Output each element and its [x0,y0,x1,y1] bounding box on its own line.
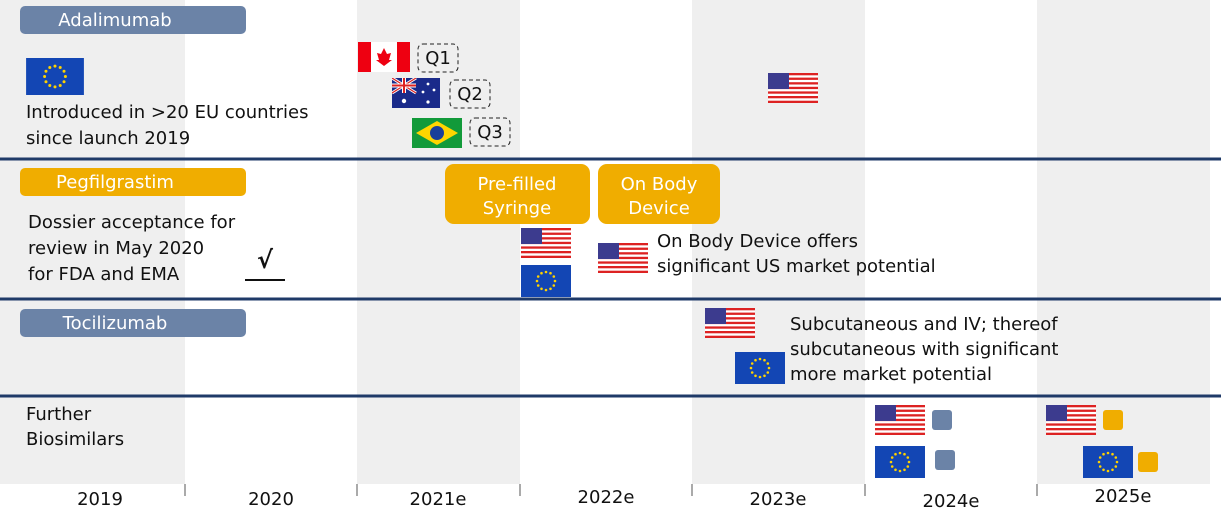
row-note: On Body Device offers [657,231,858,252]
marker [935,450,955,470]
year-separators [184,484,1038,496]
flag-us [875,405,925,435]
device-label: On Body [621,174,698,195]
flag-us [705,308,755,338]
flag-brazil [412,118,462,148]
year-labels: 2019 2020 2021e 2022e 2023e 2024e 2025e [77,486,1151,512]
row-text: for FDA and EMA [28,264,180,285]
flag-eu [735,352,785,384]
year-label: 2019 [77,489,123,510]
year-label: 2025e [1095,486,1152,507]
quarter: Q2 [457,84,483,105]
quarter-box [417,43,459,73]
row-pill [20,6,246,34]
flag-us [598,243,648,273]
row-label: Tocilizumab [62,313,168,334]
row-note: more market potential [790,364,992,385]
flag-australia [392,78,440,108]
row-label: Pegfilgrastim [56,172,174,193]
flag-us [521,228,571,258]
row-text: review in May 2020 [28,238,204,259]
device-box [598,164,720,224]
flag-eu [26,58,84,95]
marker [1103,410,1123,430]
row-text: Introduced in >20 EU countries [26,102,309,123]
flag-us [768,73,818,103]
row-label: Adalimumab [58,10,171,31]
quarter: Q1 [425,48,451,69]
flag-canada [358,42,410,72]
device-box [445,164,590,224]
row-note: Subcutaneous and IV; thereof [790,314,1058,335]
year-label: 2021e [410,489,467,510]
quarter-box [449,79,491,109]
quarter: Q3 [477,122,503,143]
quarter-box [469,117,511,147]
row-label: Biosimilars [26,429,124,450]
year-label: 2020 [248,489,294,510]
row-note: subcutaneous with significant [790,339,1058,360]
flag-eu [521,265,571,297]
device-label: Device [628,198,690,219]
shading [0,0,1210,484]
check: √ [257,246,274,274]
row-label: Further [26,404,92,425]
flag-eu [1083,446,1133,478]
marker [932,410,952,430]
row-text: since launch 2019 [26,128,190,149]
row-pill [20,168,246,196]
year-label: 2022e [578,487,635,508]
marker [1138,452,1158,472]
row-note: significant US market potential [657,256,936,277]
flag-us [1046,405,1096,435]
device-label: Syringe [483,198,551,219]
row-text: Dossier acceptance for [28,212,236,233]
device-label: Pre-filled [478,174,557,195]
year-label: 2023e [750,489,807,510]
year-label: 2024e [923,491,980,512]
row-pill [20,309,246,337]
flag-eu [875,446,925,478]
